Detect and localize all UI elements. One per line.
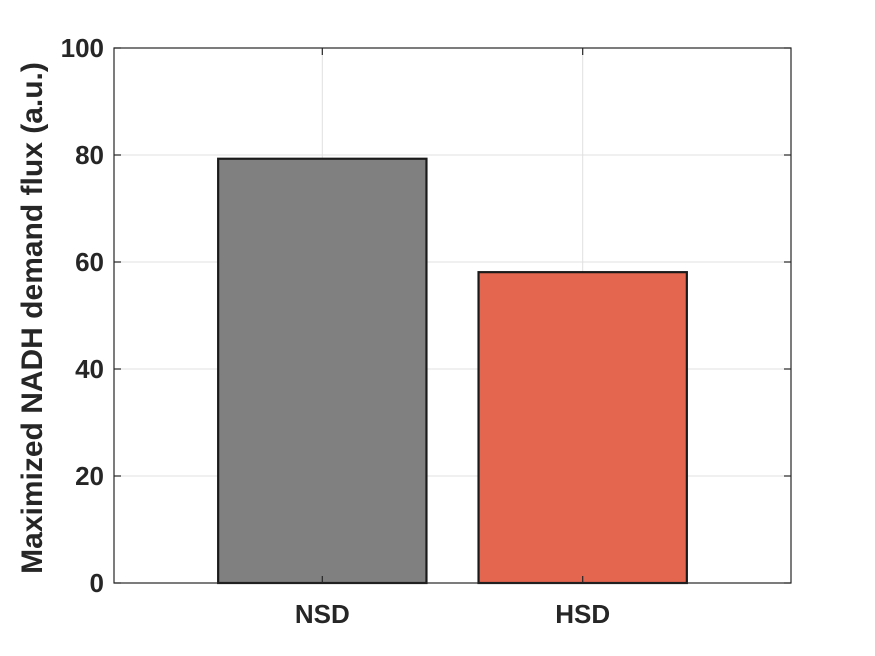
- bar-nsd: [217, 157, 428, 585]
- y-tick-label: 60: [75, 247, 104, 277]
- y-tick-label: 0: [90, 568, 104, 598]
- y-axis-label: Maximized NADH demand flux (a.u.): [16, 62, 49, 574]
- grid-lines: [114, 48, 791, 583]
- tick-marks: [114, 47, 791, 584]
- x-tick-label-hsd: HSD: [555, 599, 610, 629]
- plot-area-frame: [113, 47, 792, 584]
- x-tick-label-nsd: NSD: [295, 599, 350, 629]
- x-axis-tick-labels: NSD HSD: [295, 599, 610, 629]
- bar-hsd: [477, 271, 688, 585]
- y-axis-tick-labels: 0 20 40 60 80 100: [61, 33, 104, 598]
- bars: [217, 157, 688, 585]
- y-tick-label: 80: [75, 140, 104, 170]
- y-tick-label: 100: [61, 33, 104, 63]
- y-tick-label: 20: [75, 461, 104, 491]
- y-tick-label: 40: [75, 354, 104, 384]
